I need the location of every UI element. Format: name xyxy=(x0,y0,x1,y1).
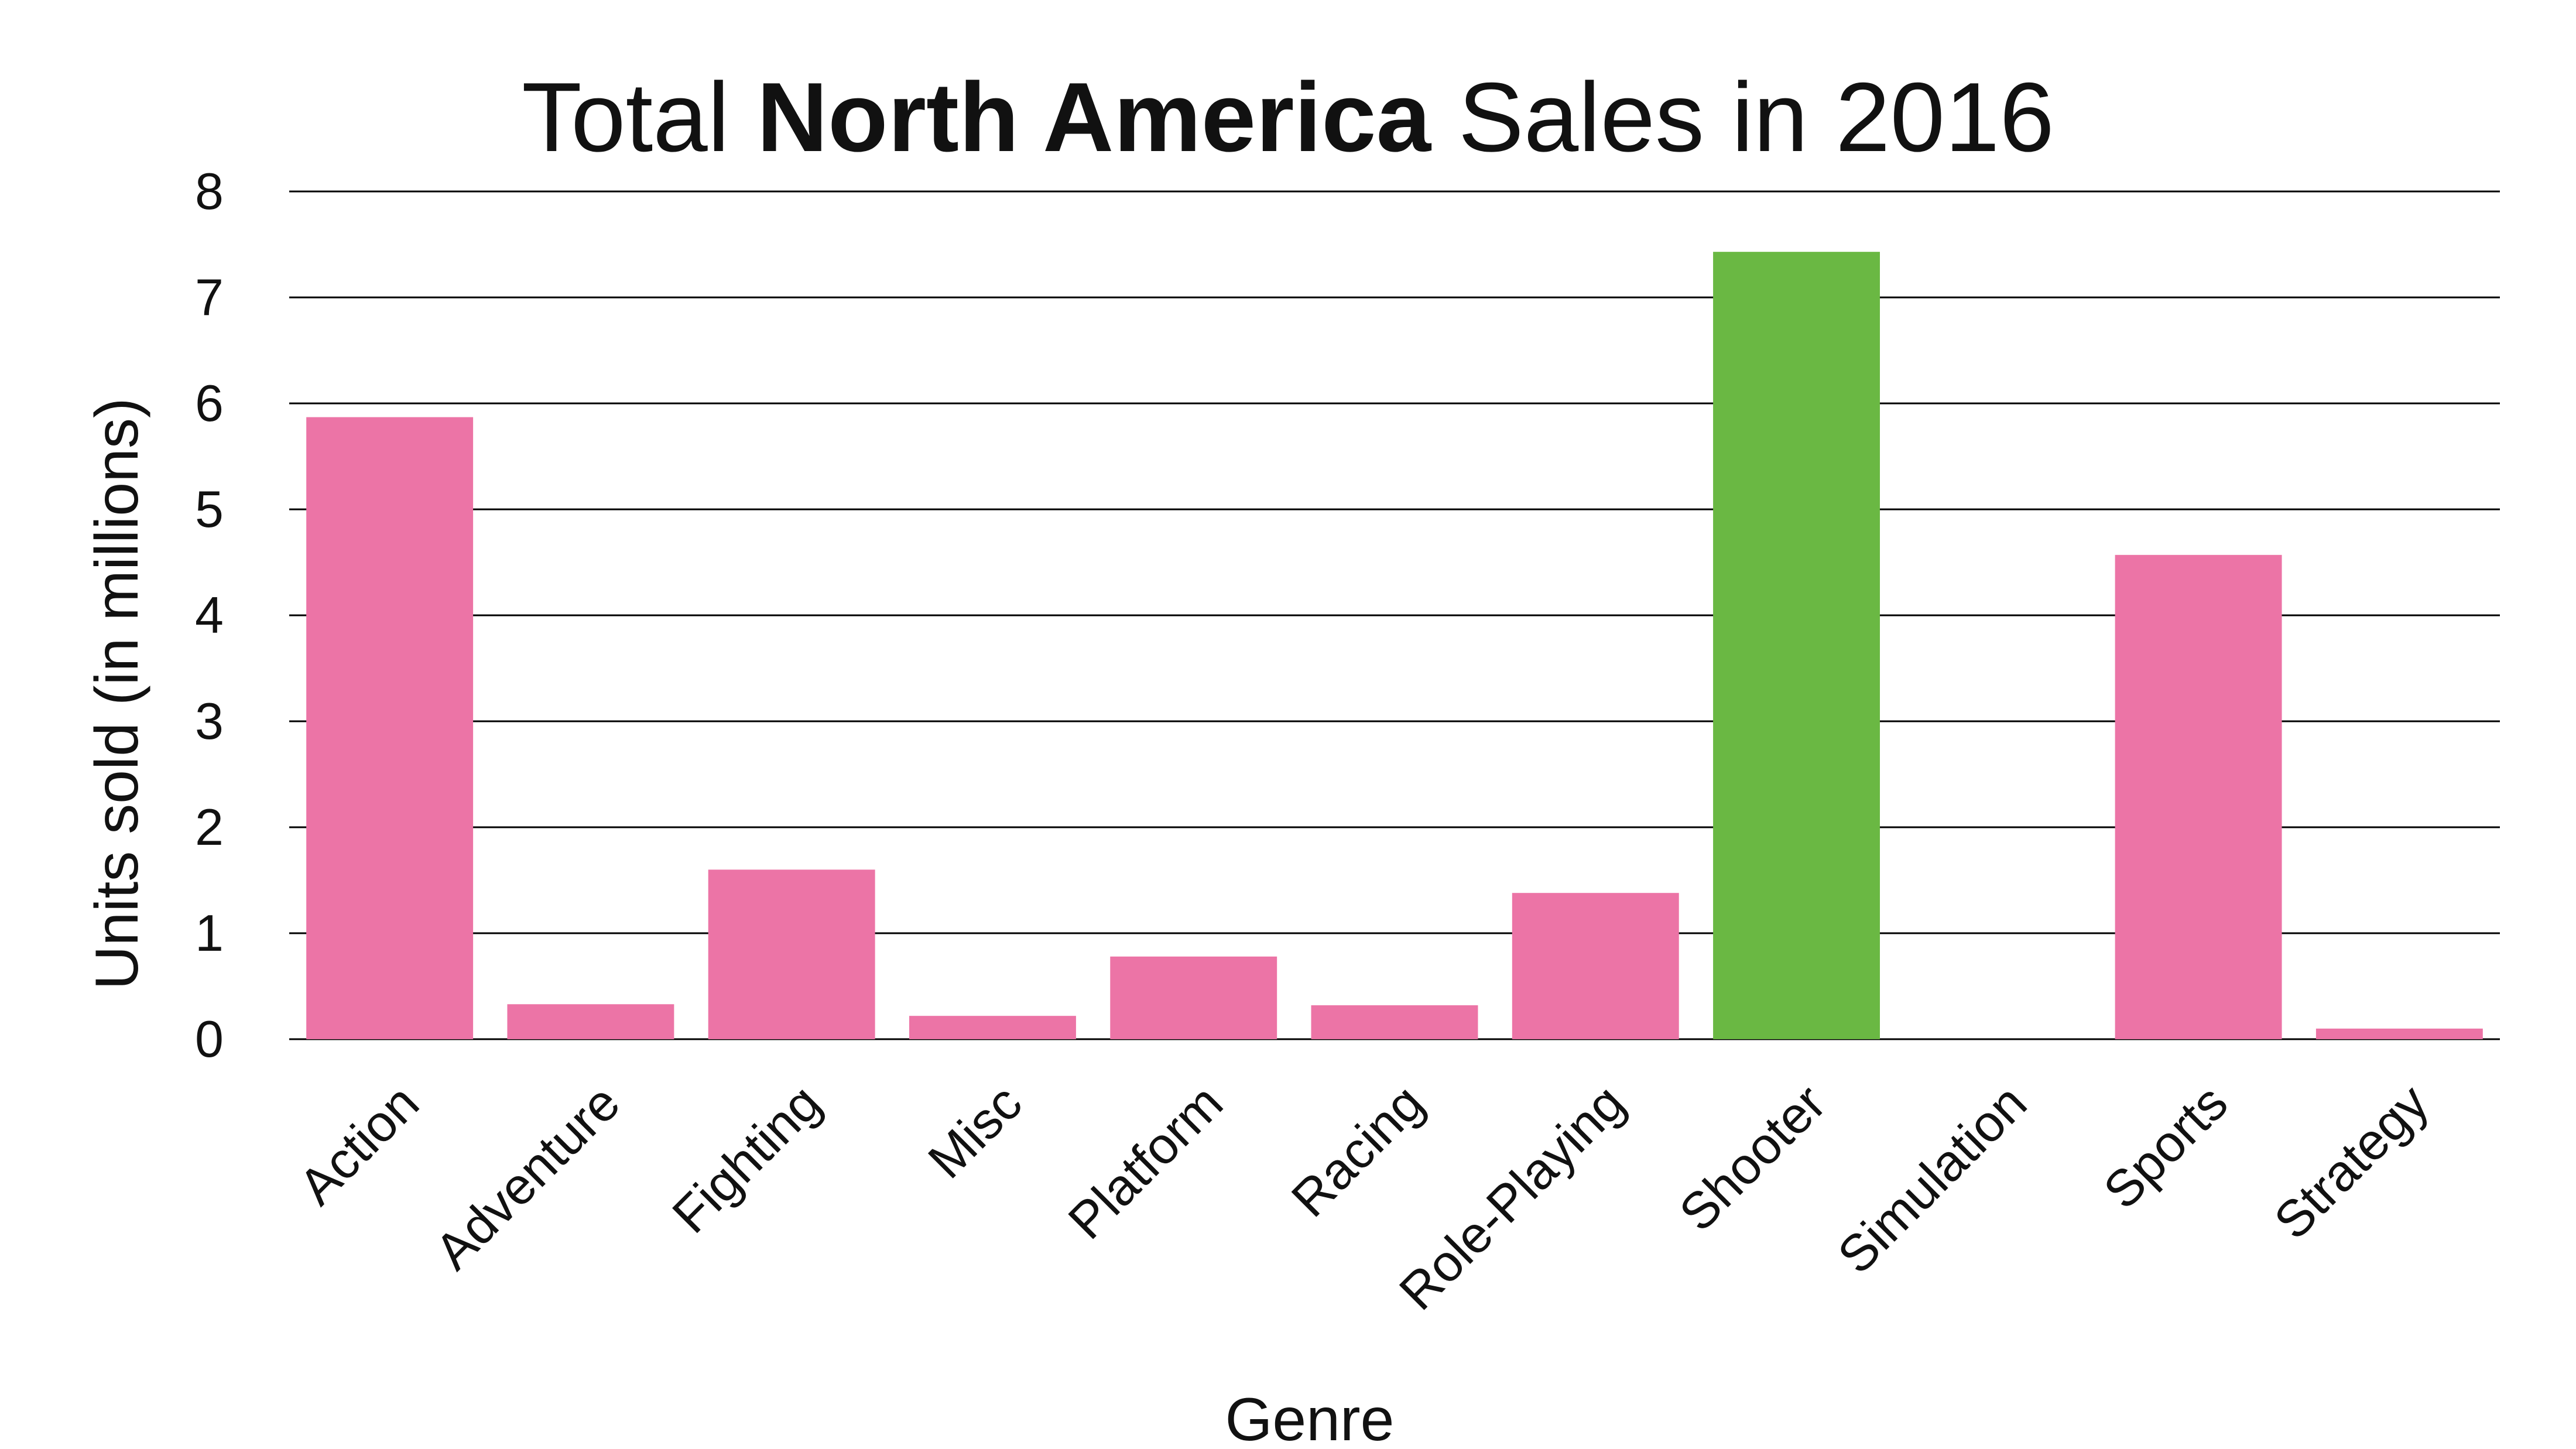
x-tick-label: Action xyxy=(287,1073,430,1215)
chart-title-emphasis: North America xyxy=(757,62,1432,172)
bar-strategy xyxy=(2315,1028,2483,1039)
y-tick-label: 4 xyxy=(195,586,224,644)
y-tick-label: 7 xyxy=(195,268,224,326)
x-axis-title: Genre xyxy=(1225,1386,1394,1449)
bar-platform xyxy=(1110,956,1277,1039)
x-tick-label: Adventure xyxy=(424,1073,631,1280)
y-tick-label: 3 xyxy=(195,692,224,750)
y-tick-label: 5 xyxy=(195,480,224,538)
bar-action xyxy=(306,417,474,1039)
bar-shooter xyxy=(1713,252,1880,1039)
chart-title-prefix: Total xyxy=(522,62,757,172)
x-tick-label: Fighting xyxy=(661,1073,831,1244)
bar-fighting xyxy=(708,869,875,1039)
gridlines xyxy=(289,190,2500,1040)
chart-title: Total North America Sales in 2016 xyxy=(522,62,2054,172)
bar-misc xyxy=(909,1016,1076,1039)
x-tick-label: Racing xyxy=(1280,1073,1435,1228)
x-tick-label: Misc xyxy=(917,1073,1033,1189)
bar-role-playing xyxy=(1512,893,1679,1039)
bar-adventure xyxy=(507,1004,674,1039)
y-axis-ticks: 0 1 2 3 4 5 6 7 8 xyxy=(195,162,224,1068)
x-tick-label: Strategy xyxy=(2263,1073,2440,1250)
x-tick-label: Shooter xyxy=(1668,1073,1837,1242)
x-tick-label: Platform xyxy=(1057,1073,1234,1250)
x-tick-label: Simulation xyxy=(1827,1073,2038,1284)
x-tick-label: Sports xyxy=(2092,1073,2239,1220)
bars xyxy=(306,252,2483,1039)
bar-sports xyxy=(2115,554,2282,1039)
chart-title-suffix: Sales in 2016 xyxy=(1431,62,2054,172)
y-tick-label: 0 xyxy=(195,1010,224,1068)
y-tick-label: 8 xyxy=(195,162,224,220)
bar-racing xyxy=(1311,1005,1478,1039)
y-tick-label: 6 xyxy=(195,374,224,432)
y-tick-label: 1 xyxy=(195,904,224,962)
y-tick-label: 2 xyxy=(195,798,224,856)
y-axis-title: Units sold (in millions) xyxy=(83,398,151,989)
